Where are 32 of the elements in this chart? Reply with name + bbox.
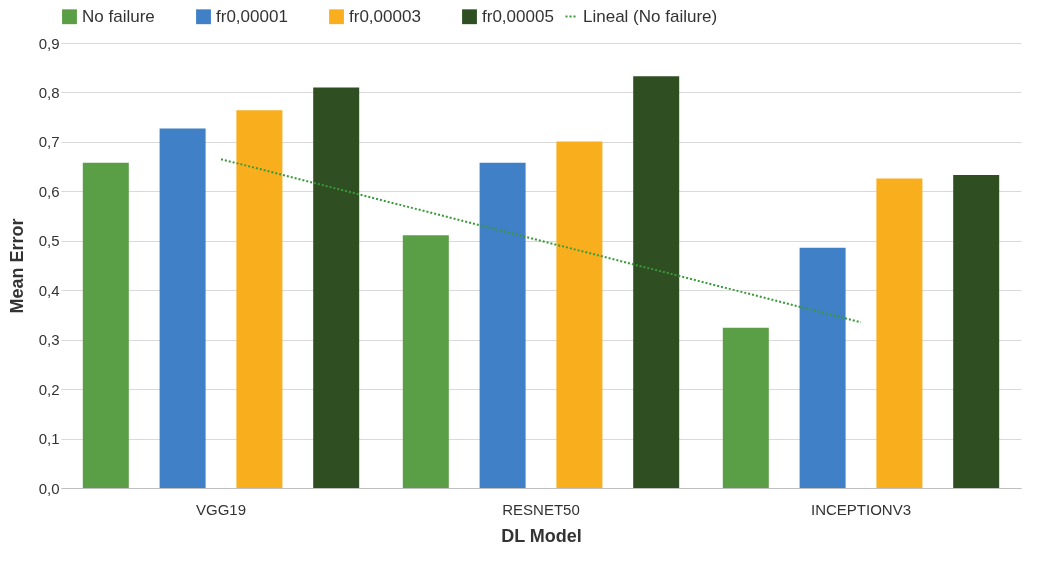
bar — [236, 110, 283, 488]
bar — [953, 175, 1000, 488]
legend-label: fr0,00003 — [349, 6, 421, 26]
bar — [633, 76, 680, 488]
y-tick-label: 0,0 — [38, 479, 60, 497]
y-tick-label: 0,4 — [38, 281, 60, 299]
y-tick-label: 0,8 — [38, 83, 60, 101]
x-axis-title: DL Model — [501, 525, 582, 546]
bar — [799, 247, 846, 488]
y-axis-title: Mean Error — [6, 218, 27, 314]
y-tick-label: 0,5 — [38, 232, 60, 250]
x-tick-label: VGG19 — [195, 500, 247, 518]
bar — [479, 162, 526, 488]
x-tick-label: RESNET50 — [502, 500, 580, 518]
bar — [722, 327, 769, 488]
bar — [556, 141, 603, 488]
y-tick-label: 0,2 — [38, 380, 60, 398]
y-tick-label: 0,1 — [38, 430, 60, 448]
bar — [876, 178, 923, 488]
y-tick-label: 0,3 — [38, 331, 60, 349]
bar — [82, 162, 129, 488]
y-tick-label: 0,6 — [38, 182, 60, 200]
bar — [313, 87, 360, 488]
legend-label: fr0,00005 — [482, 6, 554, 26]
legend-label: No failure — [82, 6, 155, 26]
x-tick-label: INCEPTIONV3 — [810, 500, 912, 518]
y-tick-label: 0,9 — [38, 34, 60, 52]
legend-label: Lineal (No failure) — [583, 6, 718, 26]
y-tick-label: 0,7 — [38, 133, 60, 151]
bar — [159, 128, 206, 488]
legend-label: fr0,00001 — [216, 6, 288, 26]
bar — [402, 235, 449, 488]
